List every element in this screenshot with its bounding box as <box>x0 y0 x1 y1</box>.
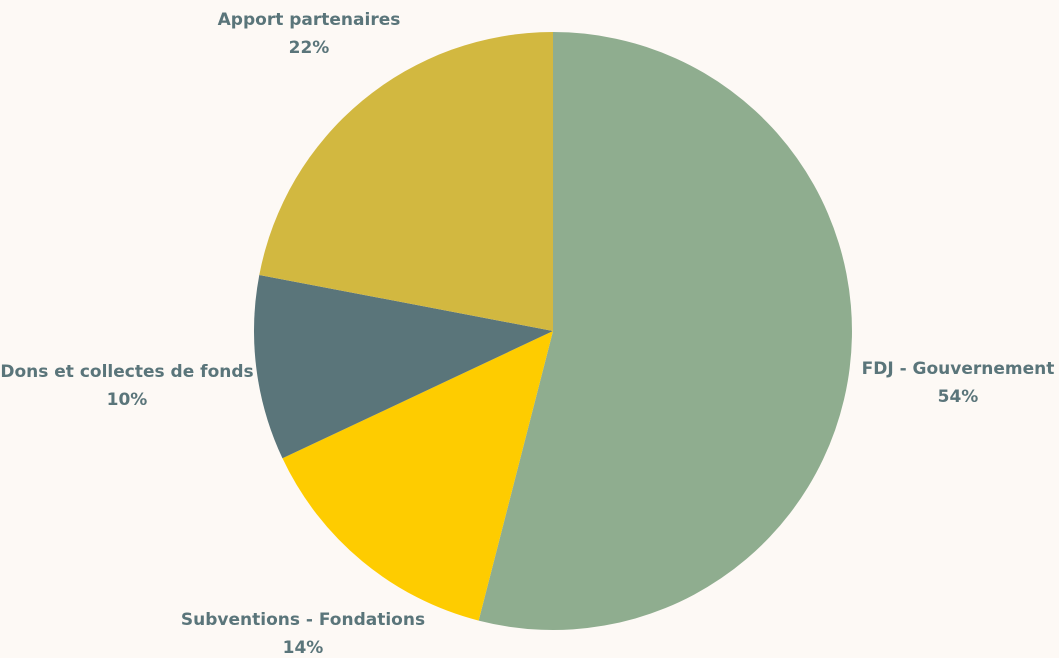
pie-slices <box>254 31 852 630</box>
pie-labels: FDJ - Gouvernement 54% Subventions - Fonda… <box>0 10 1054 658</box>
slice-label-fdj-gouvernement: FDJ - Gouvernement <box>862 359 1055 379</box>
pie-slice-fdj-gouvernement <box>478 32 852 630</box>
slice-label-apport-partenaires: Apport partenaires <box>218 10 401 30</box>
slice-value-apport-partenaires: 22% <box>289 38 330 58</box>
slice-value-fdj-gouvernement: 54% <box>938 387 979 407</box>
slice-label-dons-et-collectes-de-fonds: Dons et collectes de fonds <box>0 362 253 382</box>
pie-slice-subventions-fondations <box>282 331 553 621</box>
slice-label-subventions-fondations: Subventions - Fondations <box>181 610 425 630</box>
slice-value-dons-et-collectes-de-fonds: 10% <box>107 390 148 410</box>
pie-slice-dons-et-collectes-de-fonds <box>254 274 553 459</box>
slice-value-subventions-fondations: 14% <box>283 638 324 658</box>
pie-slice-apport-partenaires <box>259 31 553 331</box>
